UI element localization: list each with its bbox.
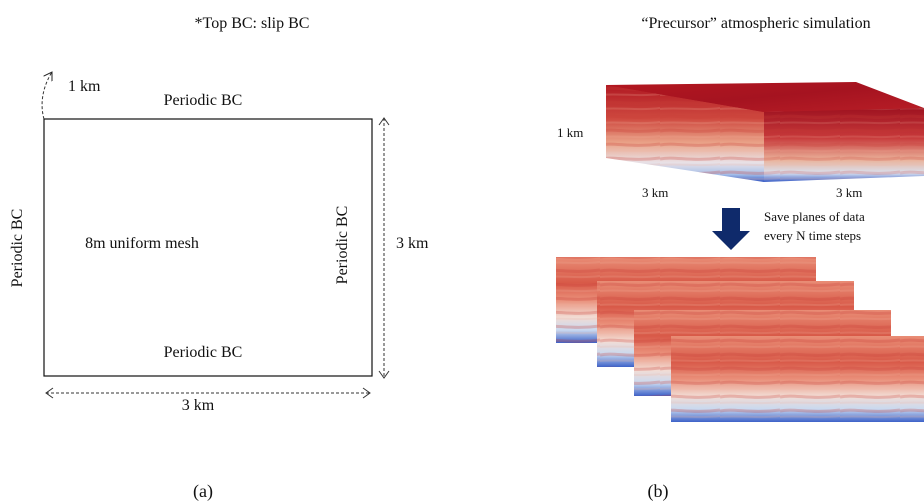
bc-right-label: Periodic BC: [334, 206, 351, 285]
box-height-label: 1 km: [557, 125, 583, 140]
plane-4: [671, 336, 924, 422]
panel-b: “Precursor” atmospheric simulation 1 km …: [556, 15, 924, 502]
bc-bottom-label: Periodic BC: [164, 344, 243, 361]
domain-box: [43, 118, 373, 377]
save-text-line2: every N time steps: [764, 228, 861, 243]
caption-b: (b): [648, 481, 669, 502]
depth-label: 3 km: [396, 235, 429, 252]
saved-planes-stack: [556, 257, 924, 422]
mesh-label: 8m uniform mesh: [85, 235, 199, 252]
depth-arrowhead-top: [378, 117, 390, 126]
width-arrowhead-right: [362, 387, 371, 399]
box-top-face-visible: [606, 82, 924, 112]
panel-a: *Top BC: slip BC 1 km Periodic BC Period…: [9, 15, 429, 502]
bc-top-label: Periodic BC: [164, 92, 243, 109]
height-arrow: [41, 72, 52, 120]
caption-a: (a): [193, 481, 213, 502]
save-arrow-icon: [712, 208, 750, 250]
save-text-line1: Save planes of data: [764, 209, 865, 224]
top-bc-note: *Top BC: slip BC: [195, 15, 310, 32]
precursor-title: “Precursor” atmospheric simulation: [641, 15, 870, 32]
width-label: 3 km: [182, 397, 215, 414]
bc-left-label: Periodic BC: [9, 209, 26, 288]
box-x-label: 3 km: [642, 185, 668, 200]
width-arrowhead-left: [45, 387, 54, 399]
height-label: 1 km: [68, 78, 101, 95]
box-y-label: 3 km: [836, 185, 862, 200]
depth-arrowhead-bottom: [378, 370, 390, 379]
simulation-box: [606, 82, 924, 182]
